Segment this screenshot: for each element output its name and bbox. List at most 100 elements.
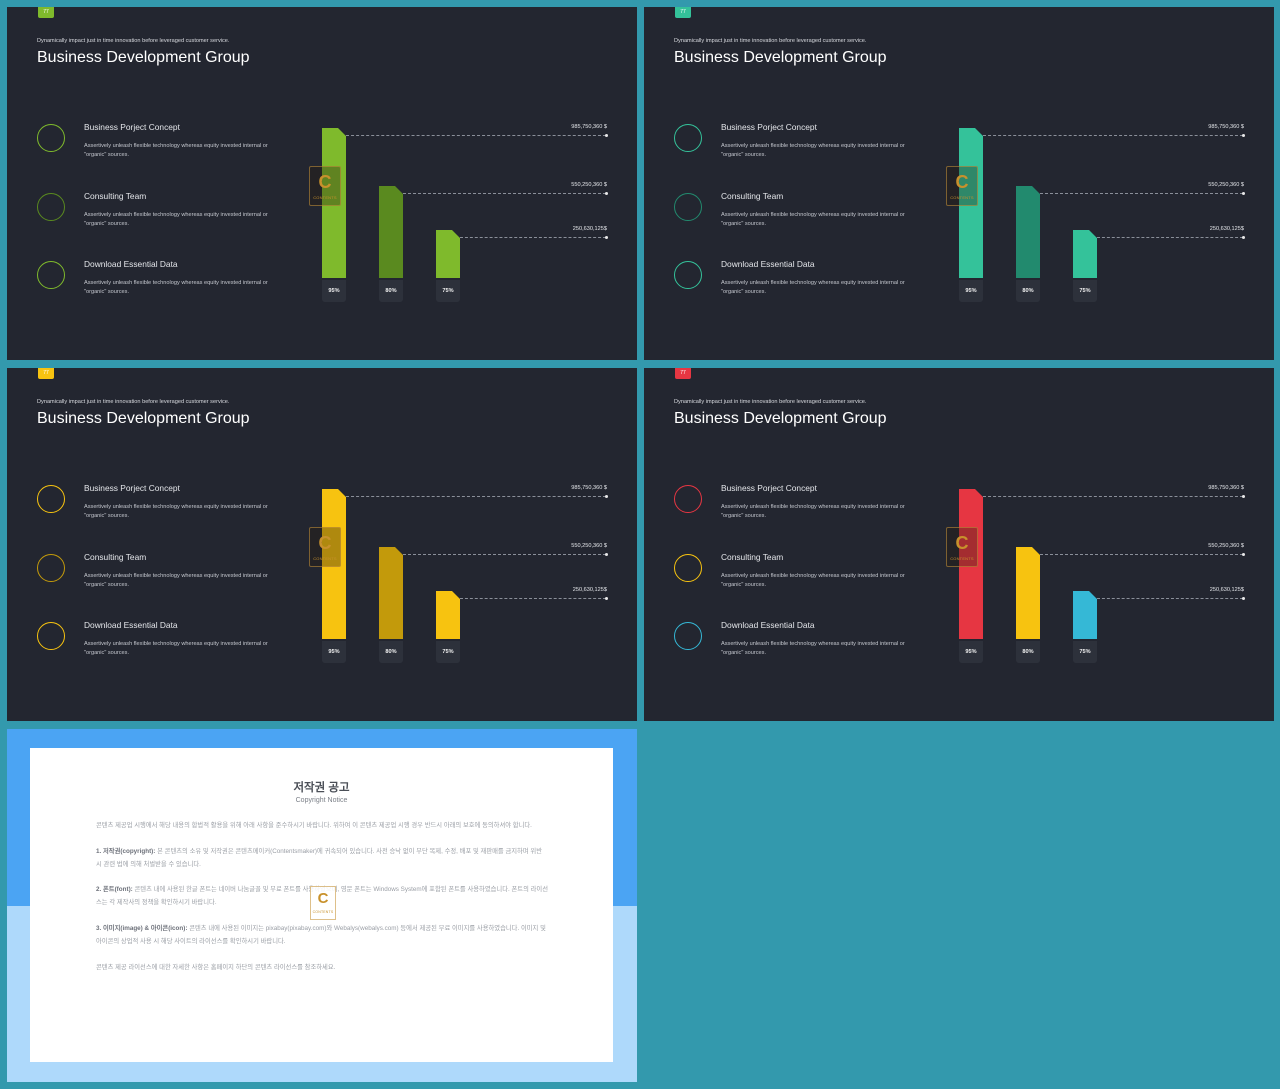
chart-bar: [436, 230, 460, 278]
feature-item-description: Assertively unleash flexible technology …: [84, 280, 268, 296]
feature-item-title: Business Porject Concept: [721, 122, 817, 132]
slide-subtitle: Dynamically impact just in time innovati…: [37, 399, 230, 405]
bar-percent-label: 80%: [1016, 280, 1040, 302]
slide-teal: 77 Dynamically impact just in time innova…: [644, 7, 1274, 360]
feature-item-title: Consulting Team: [84, 191, 147, 201]
leader-end-dot: [1242, 553, 1245, 556]
chart-bar: [1073, 230, 1097, 278]
notice-p3-heading: 3. 이미지(image) & 아이콘(icon):: [96, 924, 188, 932]
dashed-leader-line: [460, 237, 606, 238]
feature-item-title: Consulting Team: [721, 191, 784, 201]
page-number-badge: 77: [675, 368, 691, 379]
slide-title: Business Development Group: [674, 410, 887, 427]
circle-icon: [37, 261, 65, 289]
chart-bar: [959, 128, 983, 278]
circle-icon: [674, 485, 702, 513]
watermark-text: CONTENTS: [313, 195, 337, 200]
notice-p1-heading: 1. 저작권(copyright):: [96, 847, 156, 855]
feature-item: Consulting Team Assertively unleash flex…: [37, 552, 297, 596]
bar-percent-label: 95%: [959, 280, 983, 302]
slide-subtitle: Dynamically impact just in time innovati…: [37, 38, 230, 44]
feature-item-description: Assertively unleash flexible technology …: [84, 504, 268, 520]
bar-chart: 95% 985,750,360 $ 80% 550,250,360 $ 75% 250,6…: [297, 119, 617, 314]
feature-item-title: Business Porject Concept: [84, 122, 180, 132]
feature-item-description: Assertively unleash flexible technology …: [84, 143, 268, 159]
leader-end-dot: [605, 236, 608, 239]
watermark-letter: C: [955, 172, 969, 192]
bar-value-annotation: 985,750,360 $: [1208, 124, 1244, 130]
page-number-badge: 77: [675, 7, 691, 18]
contents-watermark-logo: C CONTENTS: [946, 527, 978, 567]
bar-fold-corner: [452, 591, 460, 599]
bar-value-annotation: 550,250,360 $: [571, 543, 607, 549]
notice-paragraph-2: 2. 폰트(font): 콘텐츠 내에 사용된 한글 폰트는 네이버 나눔글꼴 …: [96, 884, 548, 910]
notice-paragraph-1: 1. 저작권(copyright): 본 콘텐츠의 소유 및 저작권은 콘텐츠메…: [96, 846, 548, 872]
slide-green: 77 Dynamically impact just in time innova…: [7, 7, 637, 360]
bar-fold-corner: [338, 128, 346, 136]
bar-value-annotation: 250,630,125$: [1209, 587, 1244, 593]
bar-fold-corner: [1032, 186, 1040, 194]
copyright-notice-slide: 저작권 공고 Copyright Notice 콘텐츠 제공업 시행에서 해당 …: [7, 729, 637, 1082]
bar-percent-label: 75%: [436, 641, 460, 663]
chart-bar: [436, 591, 460, 639]
feature-item-description: Assertively unleash flexible technology …: [721, 641, 905, 657]
leader-end-dot: [605, 597, 608, 600]
dashed-leader-line: [1097, 237, 1243, 238]
bar-percent-label: 95%: [322, 280, 346, 302]
dashed-leader-line: [1097, 598, 1243, 599]
dashed-leader-line: [403, 193, 606, 194]
feature-item: Business Porject Concept Assertively unl…: [674, 122, 934, 166]
chart-bar: [379, 547, 403, 639]
bar-percent-label: 80%: [379, 641, 403, 663]
bar-fold-corner: [975, 489, 983, 497]
watermark-letter: C: [318, 533, 332, 553]
chart-bar: [379, 186, 403, 278]
dashed-leader-line: [983, 135, 1243, 136]
watermark-text: CONTENTS: [313, 556, 337, 561]
circle-icon: [674, 124, 702, 152]
bar-chart: 95% 985,750,360 $ 80% 550,250,360 $ 75% 250,6…: [297, 480, 617, 675]
contents-watermark-logo: C CONTENTS: [309, 166, 341, 206]
leader-end-dot: [605, 134, 608, 137]
circle-icon: [674, 193, 702, 221]
leader-end-dot: [605, 495, 608, 498]
notice-body: 콘텐츠 제공업 시행에서 해당 내용의 합법적 활용을 위해 아래 사항을 준수…: [96, 820, 548, 987]
dashed-leader-line: [403, 554, 606, 555]
slide-multicolor: 77 Dynamically impact just in time innova…: [644, 368, 1274, 721]
bar-fold-corner: [452, 230, 460, 238]
dashed-leader-line: [983, 496, 1243, 497]
slide-title: Business Development Group: [37, 410, 250, 427]
contents-watermark-logo: C CONTENTS: [309, 527, 341, 567]
feature-item-title: Business Porject Concept: [721, 483, 817, 493]
circle-icon: [674, 261, 702, 289]
bar-fold-corner: [1032, 547, 1040, 555]
leader-end-dot: [1242, 236, 1245, 239]
watermark-text: CONTENTS: [950, 195, 974, 200]
feature-item: Consulting Team Assertively unleash flex…: [37, 191, 297, 235]
feature-item: Download Essential Data Assertively unle…: [674, 620, 934, 664]
notice-title: 저작권 공고: [293, 782, 350, 794]
feature-item-title: Consulting Team: [84, 552, 147, 562]
circle-icon: [674, 622, 702, 650]
feature-item-description: Assertively unleash flexible technology …: [721, 280, 905, 296]
circle-icon: [37, 485, 65, 513]
feature-item-title: Download Essential Data: [721, 259, 815, 269]
feature-item: Consulting Team Assertively unleash flex…: [674, 552, 934, 596]
bar-percent-label: 95%: [322, 641, 346, 663]
bar-value-annotation: 985,750,360 $: [571, 485, 607, 491]
feature-item-description: Assertively unleash flexible technology …: [721, 143, 905, 159]
bar-percent-label: 75%: [1073, 641, 1097, 663]
page-number-badge: 77: [38, 7, 54, 18]
circle-icon: [37, 622, 65, 650]
notice-p2-heading: 2. 폰트(font):: [96, 886, 133, 894]
feature-item: Business Porject Concept Assertively unl…: [37, 122, 297, 166]
watermark-letter: C: [318, 172, 332, 192]
bar-fold-corner: [975, 128, 983, 136]
circle-icon: [37, 124, 65, 152]
feature-item: Download Essential Data Assertively unle…: [37, 620, 297, 664]
page-number-badge: 77: [38, 368, 54, 379]
notice-p3-text: 콘텐츠 내에 사용된 이미지는 pixabay(pixabay.com)와 We…: [96, 924, 546, 945]
notice-closing: 콘텐츠 제공 라이선스에 대한 자세한 사항은 홈페이지 하단의 콘텐츠 라이선…: [96, 963, 336, 971]
notice-paper: 저작권 공고 Copyright Notice 콘텐츠 제공업 시행에서 해당 …: [30, 748, 613, 1062]
circle-icon: [674, 554, 702, 582]
